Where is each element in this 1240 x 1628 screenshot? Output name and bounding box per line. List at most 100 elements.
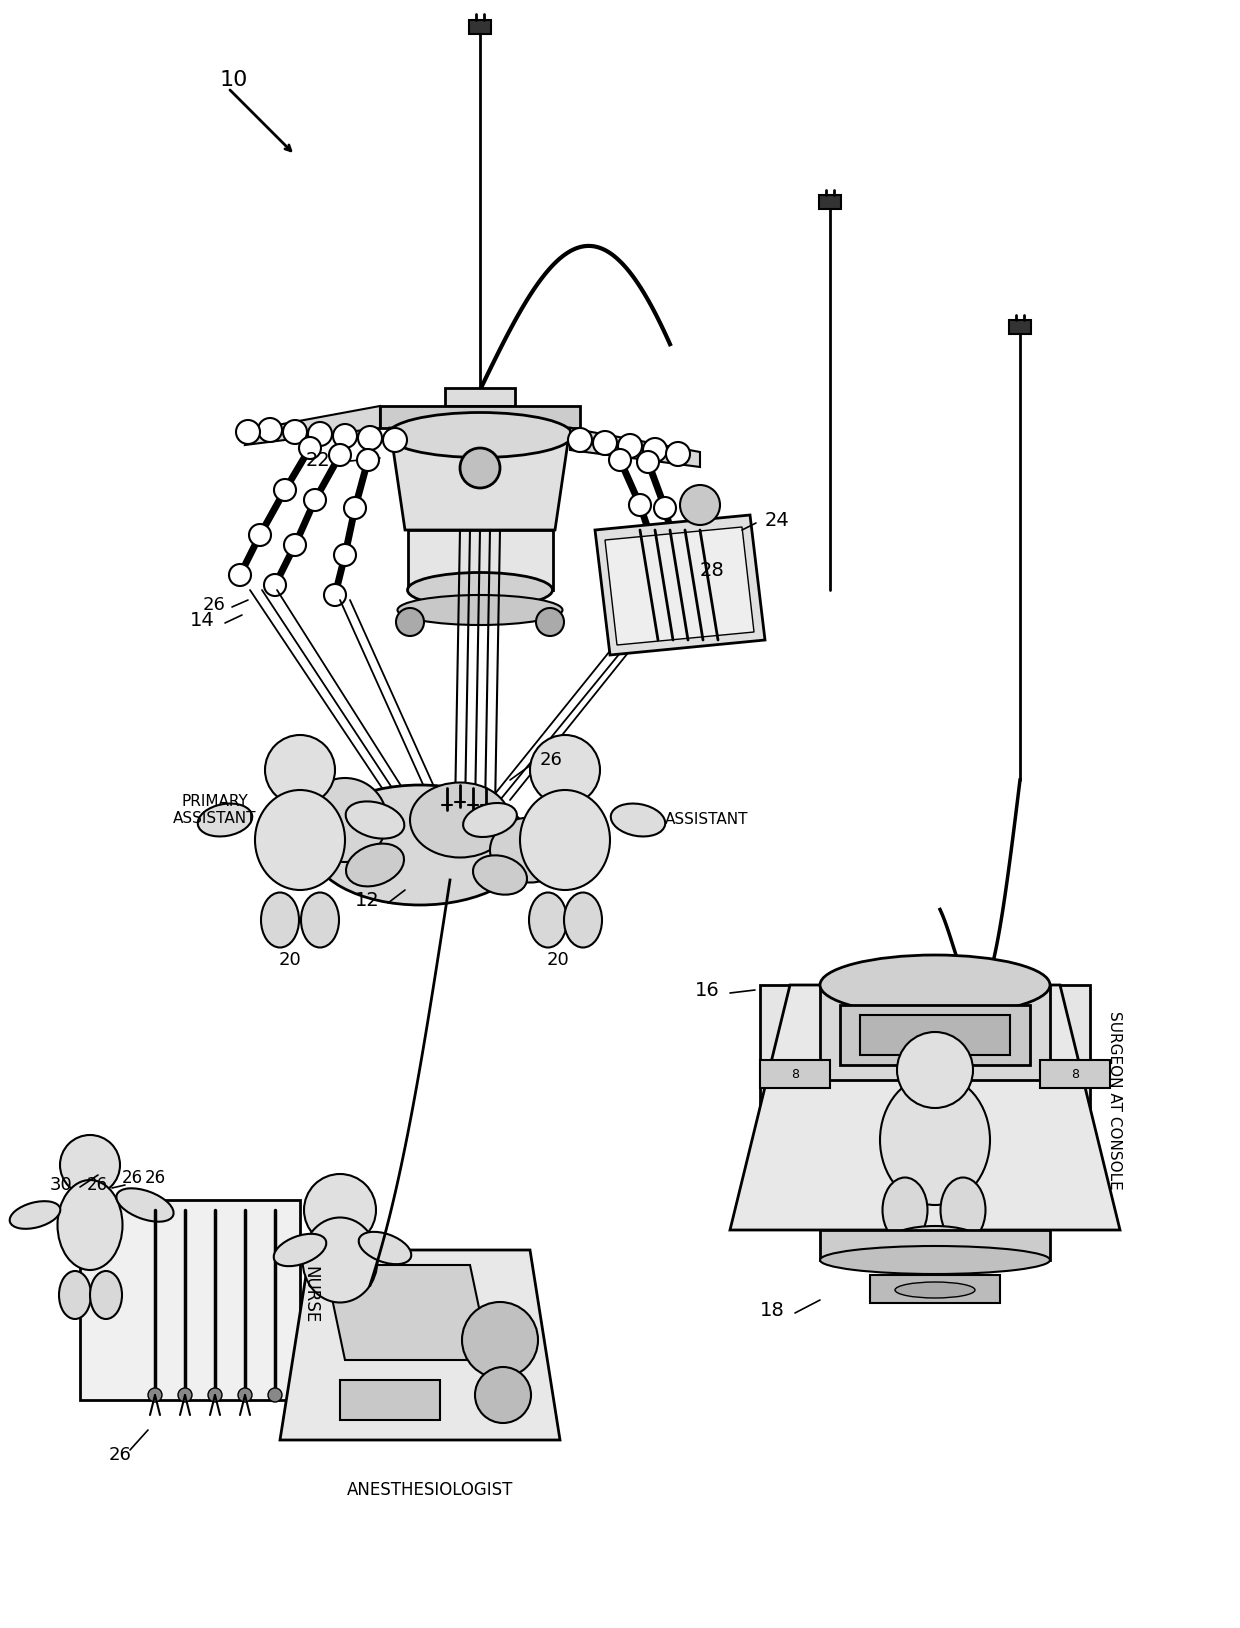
Ellipse shape bbox=[410, 783, 510, 858]
Circle shape bbox=[334, 423, 357, 448]
Ellipse shape bbox=[880, 1074, 990, 1205]
Circle shape bbox=[238, 1389, 252, 1402]
Ellipse shape bbox=[820, 1245, 1050, 1275]
Text: 26: 26 bbox=[109, 1446, 131, 1464]
Ellipse shape bbox=[301, 892, 339, 947]
Text: 8: 8 bbox=[791, 1068, 799, 1081]
Circle shape bbox=[358, 427, 382, 449]
Text: 8: 8 bbox=[1071, 1068, 1079, 1081]
Polygon shape bbox=[730, 985, 1120, 1231]
Circle shape bbox=[304, 488, 326, 511]
Bar bbox=[820, 1231, 1050, 1260]
Polygon shape bbox=[280, 1250, 560, 1441]
Ellipse shape bbox=[197, 804, 252, 837]
Bar bbox=[340, 1381, 440, 1420]
Text: SURGEON AT CONSOLE: SURGEON AT CONSOLE bbox=[1107, 1011, 1122, 1190]
Text: ASSISTANT: ASSISTANT bbox=[665, 812, 749, 827]
Text: 22: 22 bbox=[305, 451, 330, 469]
Bar bbox=[839, 1004, 1030, 1065]
Text: ANESTHESIOLOGIST: ANESTHESIOLOGIST bbox=[347, 1481, 513, 1499]
Text: 14: 14 bbox=[190, 610, 215, 630]
Circle shape bbox=[644, 438, 667, 462]
Ellipse shape bbox=[260, 892, 299, 947]
Ellipse shape bbox=[895, 1281, 975, 1298]
Ellipse shape bbox=[255, 790, 345, 891]
Circle shape bbox=[284, 534, 306, 557]
Circle shape bbox=[680, 485, 720, 524]
Circle shape bbox=[672, 581, 694, 602]
Circle shape bbox=[303, 778, 387, 861]
Ellipse shape bbox=[611, 804, 665, 837]
Ellipse shape bbox=[398, 594, 563, 625]
Text: 16: 16 bbox=[696, 980, 720, 1000]
Polygon shape bbox=[820, 985, 1050, 1079]
Polygon shape bbox=[595, 514, 765, 654]
Text: 12: 12 bbox=[355, 891, 379, 910]
Polygon shape bbox=[570, 428, 701, 467]
Circle shape bbox=[666, 441, 689, 466]
Bar bbox=[408, 531, 553, 589]
Circle shape bbox=[665, 540, 687, 563]
Text: 26: 26 bbox=[144, 1169, 166, 1187]
Ellipse shape bbox=[564, 892, 601, 947]
Ellipse shape bbox=[274, 1234, 326, 1267]
Circle shape bbox=[653, 497, 676, 519]
Ellipse shape bbox=[490, 817, 570, 882]
Text: 28: 28 bbox=[701, 560, 724, 580]
Ellipse shape bbox=[463, 803, 517, 837]
Circle shape bbox=[357, 449, 379, 470]
Text: 18: 18 bbox=[760, 1301, 785, 1320]
Ellipse shape bbox=[472, 855, 527, 895]
Text: 26: 26 bbox=[202, 596, 224, 614]
Text: 20: 20 bbox=[547, 951, 569, 969]
Circle shape bbox=[148, 1389, 162, 1402]
Ellipse shape bbox=[117, 1188, 174, 1221]
Circle shape bbox=[274, 479, 296, 501]
Text: 26: 26 bbox=[87, 1175, 108, 1193]
Circle shape bbox=[258, 418, 281, 441]
Circle shape bbox=[264, 575, 286, 596]
Circle shape bbox=[324, 584, 346, 606]
Ellipse shape bbox=[890, 1226, 980, 1254]
Circle shape bbox=[897, 1032, 973, 1109]
Circle shape bbox=[629, 493, 651, 516]
Circle shape bbox=[653, 580, 676, 601]
Ellipse shape bbox=[10, 1201, 61, 1229]
Polygon shape bbox=[325, 1265, 490, 1359]
Circle shape bbox=[236, 420, 260, 444]
Circle shape bbox=[265, 734, 335, 804]
Text: PRIMARY
ASSISTANT: PRIMARY ASSISTANT bbox=[174, 794, 257, 825]
Circle shape bbox=[60, 1135, 120, 1195]
Polygon shape bbox=[391, 428, 570, 531]
Ellipse shape bbox=[60, 1271, 91, 1319]
Text: 20: 20 bbox=[279, 951, 301, 969]
Ellipse shape bbox=[529, 892, 567, 947]
Ellipse shape bbox=[358, 1232, 412, 1265]
Circle shape bbox=[249, 524, 272, 545]
Ellipse shape bbox=[820, 956, 1050, 1014]
Circle shape bbox=[460, 448, 500, 488]
Ellipse shape bbox=[387, 412, 573, 457]
Circle shape bbox=[644, 539, 666, 562]
Bar bbox=[379, 405, 580, 428]
Circle shape bbox=[334, 544, 356, 567]
Circle shape bbox=[609, 449, 631, 470]
Text: 30: 30 bbox=[50, 1175, 72, 1193]
Bar bbox=[469, 20, 491, 34]
Ellipse shape bbox=[310, 785, 529, 905]
Circle shape bbox=[283, 420, 308, 444]
Circle shape bbox=[618, 435, 642, 457]
Text: 10: 10 bbox=[219, 70, 248, 90]
Bar bbox=[1009, 321, 1030, 334]
Ellipse shape bbox=[940, 1177, 986, 1242]
Text: NURSE: NURSE bbox=[301, 1267, 319, 1324]
Circle shape bbox=[308, 422, 332, 446]
Circle shape bbox=[568, 428, 591, 453]
Circle shape bbox=[396, 607, 424, 637]
Ellipse shape bbox=[520, 790, 610, 891]
Bar bbox=[81, 1200, 300, 1400]
Ellipse shape bbox=[57, 1180, 123, 1270]
Circle shape bbox=[383, 428, 407, 453]
Ellipse shape bbox=[346, 843, 404, 886]
Ellipse shape bbox=[883, 1177, 928, 1242]
